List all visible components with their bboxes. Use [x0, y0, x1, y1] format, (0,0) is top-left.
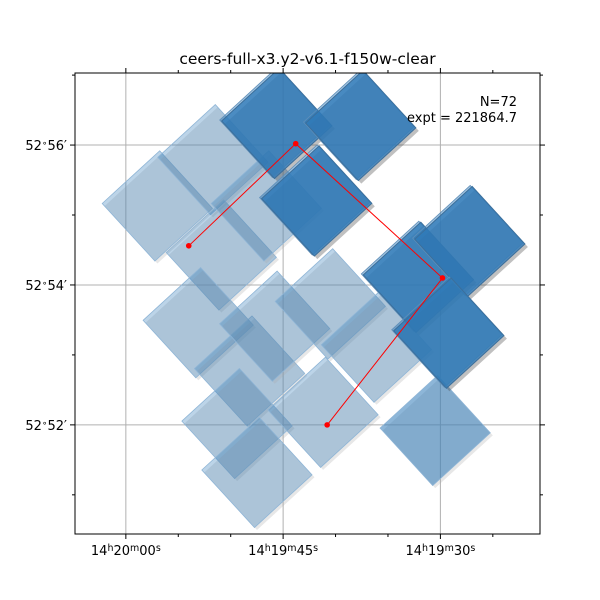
pointing-marker [324, 422, 330, 428]
count-annotation: N=72 [480, 95, 517, 110]
tile-layer [101, 73, 528, 530]
tile-body [274, 248, 386, 360]
detector-tile [165, 199, 279, 313]
detector-tile [142, 267, 256, 381]
chart-title: ceers-full-x3.y2-v6.1-f150w-clear [179, 50, 436, 68]
tile-body [101, 150, 213, 262]
detector-tile [101, 150, 215, 264]
detector-tile [181, 367, 295, 482]
x-tick-label: 14h20m00s [91, 543, 161, 559]
pointing-marker [185, 242, 192, 249]
exposure-annotation: expt = 221864.7 [407, 111, 517, 126]
tile-body [193, 315, 306, 427]
detector-tile [379, 374, 493, 489]
tick-layer [70, 68, 545, 539]
y-tick-label: 52∘54′ [25, 279, 67, 294]
pointing-path [188, 143, 444, 426]
pointing-marker [292, 140, 299, 147]
tile-body [379, 374, 491, 487]
detector-tile [193, 315, 308, 429]
axes-frame [74, 72, 541, 535]
detector-tile-stacked [391, 276, 507, 392]
tile-body [181, 367, 293, 480]
detector-tile [201, 416, 315, 530]
tile-body [304, 73, 417, 182]
tile-body [219, 270, 331, 382]
tick-label-layer: 14h20m00s 14h19m45s 14h19m30s 52∘56′ 52∘54′ 5… [25, 139, 475, 559]
detector-tile-stacked [219, 73, 335, 182]
path-layer [185, 140, 446, 428]
tile-body [201, 416, 313, 529]
detector-tile-stacked [412, 184, 528, 300]
pointing-marker [439, 275, 446, 281]
y-tick-label: 52∘56′ [25, 139, 67, 154]
detector-tile [274, 248, 388, 362]
y-tick-label: 52∘52′ [25, 419, 67, 434]
tile-body [165, 199, 277, 311]
x-tick-label: 14h19m45s [248, 543, 318, 559]
x-tick-label: 14h19m30s [405, 543, 475, 559]
tile-body [142, 267, 254, 379]
detector-tile [267, 356, 381, 470]
detector-tile-stacked [303, 73, 419, 184]
detector-tile [219, 270, 333, 384]
tile-body [260, 145, 373, 257]
tile-body [267, 356, 379, 468]
detector-tile-stacked [259, 144, 375, 260]
